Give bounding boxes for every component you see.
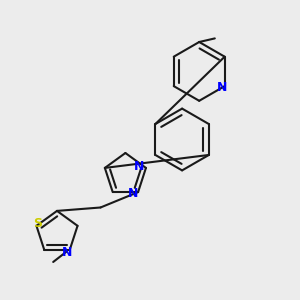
Text: S: S bbox=[34, 217, 43, 230]
Text: N: N bbox=[62, 247, 73, 260]
Text: N: N bbox=[134, 160, 145, 173]
Text: N: N bbox=[217, 81, 227, 94]
Text: N: N bbox=[128, 188, 138, 200]
